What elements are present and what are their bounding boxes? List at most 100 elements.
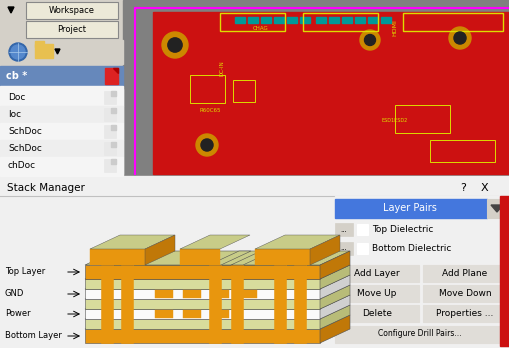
- Bar: [261, 17, 271, 23]
- Text: Properties ...: Properties ...: [436, 309, 494, 318]
- Bar: [180, 249, 220, 265]
- Bar: [104, 91, 116, 104]
- Text: Doc: Doc: [8, 93, 25, 102]
- Bar: [423, 305, 507, 322]
- Polygon shape: [85, 289, 320, 299]
- Circle shape: [196, 134, 218, 156]
- Text: Bottom Layer: Bottom Layer: [5, 332, 62, 340]
- Circle shape: [201, 139, 213, 151]
- Polygon shape: [145, 235, 175, 265]
- Bar: [335, 326, 506, 343]
- Bar: [235, 17, 245, 23]
- Polygon shape: [231, 251, 273, 265]
- Polygon shape: [320, 315, 350, 343]
- Bar: [274, 265, 286, 343]
- Bar: [423, 265, 507, 282]
- Bar: [0, 89, 123, 106]
- Text: Move Down: Move Down: [439, 289, 491, 298]
- Text: Top Dielectric: Top Dielectric: [372, 225, 433, 234]
- Bar: [294, 265, 306, 343]
- Polygon shape: [320, 295, 350, 319]
- Bar: [101, 265, 113, 343]
- Bar: [231, 265, 243, 343]
- Bar: [104, 125, 116, 138]
- Polygon shape: [85, 309, 320, 319]
- Bar: [104, 108, 116, 121]
- Bar: [0, 157, 123, 174]
- Polygon shape: [85, 251, 350, 265]
- Text: Project: Project: [58, 25, 87, 34]
- Polygon shape: [85, 315, 350, 329]
- Polygon shape: [180, 235, 250, 249]
- Bar: [0, 123, 123, 140]
- Bar: [0, 86, 123, 176]
- Bar: [155, 310, 173, 318]
- Text: ?: ?: [460, 183, 466, 193]
- Polygon shape: [320, 305, 350, 329]
- Polygon shape: [294, 251, 336, 265]
- Bar: [211, 310, 229, 318]
- Text: X: X: [480, 183, 488, 193]
- Polygon shape: [111, 125, 116, 130]
- Bar: [248, 17, 258, 23]
- Bar: [335, 223, 353, 236]
- Text: SchDoc: SchDoc: [8, 144, 42, 153]
- Bar: [0, 176, 509, 348]
- Bar: [368, 17, 378, 23]
- Bar: [90, 249, 145, 265]
- Text: Workspace: Workspace: [49, 6, 95, 15]
- Bar: [303, 13, 378, 31]
- Bar: [255, 249, 310, 265]
- Bar: [104, 159, 116, 172]
- Polygon shape: [310, 235, 340, 265]
- Bar: [395, 105, 450, 133]
- Polygon shape: [320, 285, 350, 309]
- Bar: [121, 265, 133, 343]
- Polygon shape: [85, 295, 350, 309]
- Bar: [329, 17, 339, 23]
- Bar: [403, 13, 503, 31]
- Polygon shape: [8, 7, 14, 13]
- Text: Move Up: Move Up: [357, 289, 397, 298]
- Polygon shape: [55, 49, 60, 54]
- Bar: [35, 44, 53, 58]
- Bar: [335, 285, 419, 302]
- Polygon shape: [85, 319, 320, 329]
- Bar: [355, 17, 365, 23]
- Text: Add Plane: Add Plane: [442, 269, 488, 278]
- Bar: [0, 0, 25, 20]
- Bar: [381, 17, 391, 23]
- Bar: [233, 80, 255, 102]
- Text: Add Layer: Add Layer: [354, 269, 400, 278]
- Bar: [0, 106, 123, 123]
- Circle shape: [360, 30, 380, 50]
- Polygon shape: [111, 91, 116, 96]
- Text: HDMI: HDMI: [392, 19, 398, 37]
- Bar: [183, 290, 201, 298]
- Polygon shape: [255, 235, 340, 249]
- Bar: [0, 40, 123, 64]
- Bar: [209, 265, 221, 343]
- Polygon shape: [320, 265, 350, 289]
- Polygon shape: [85, 299, 320, 309]
- Polygon shape: [491, 205, 503, 212]
- Polygon shape: [85, 279, 320, 289]
- Circle shape: [9, 43, 27, 61]
- Text: ...: ...: [341, 227, 347, 232]
- Text: cb *: cb *: [6, 71, 27, 81]
- Text: CHAG: CHAG: [253, 25, 269, 31]
- Bar: [335, 199, 487, 218]
- Circle shape: [11, 45, 25, 59]
- Circle shape: [168, 38, 182, 52]
- Bar: [190, 75, 225, 103]
- FancyBboxPatch shape: [26, 21, 118, 38]
- Text: ESD1ESD2: ESD1ESD2: [382, 118, 408, 122]
- Polygon shape: [85, 329, 320, 343]
- Text: Stack Manager: Stack Manager: [7, 183, 85, 193]
- Bar: [104, 142, 116, 155]
- Text: Configure Drill Pairs...: Configure Drill Pairs...: [378, 330, 462, 339]
- Text: Delete: Delete: [362, 309, 392, 318]
- Text: R60C65: R60C65: [199, 108, 221, 112]
- Bar: [183, 310, 201, 318]
- Text: chDoc: chDoc: [8, 161, 36, 170]
